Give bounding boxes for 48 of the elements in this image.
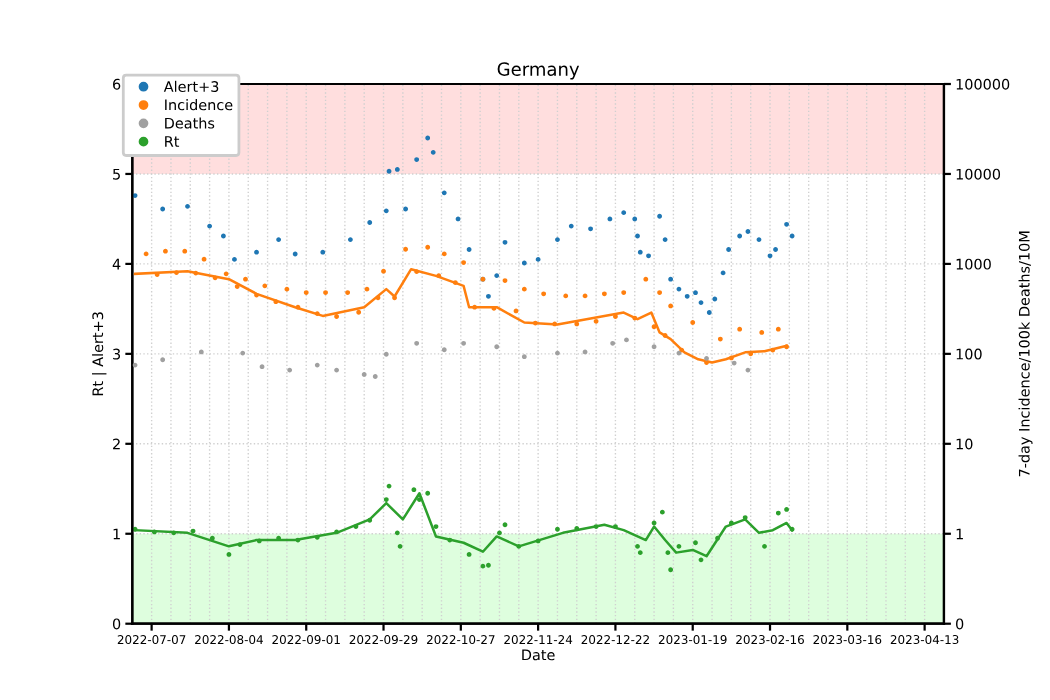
point <box>521 260 527 266</box>
point <box>430 149 436 155</box>
point <box>383 208 389 214</box>
point <box>441 347 447 353</box>
point <box>684 293 690 299</box>
point <box>775 510 781 516</box>
point <box>314 362 320 368</box>
point <box>411 487 417 493</box>
point <box>425 490 431 496</box>
point <box>659 509 665 515</box>
point <box>386 168 392 174</box>
point <box>320 249 326 255</box>
point <box>276 237 282 243</box>
point <box>287 367 293 373</box>
point <box>207 223 213 229</box>
point <box>347 237 353 243</box>
point <box>502 239 508 245</box>
point <box>397 543 403 549</box>
line-series <box>133 267 788 364</box>
point <box>637 249 643 255</box>
point <box>662 237 668 243</box>
point <box>521 354 527 360</box>
chart-title: Germany <box>497 62 580 80</box>
point <box>441 190 447 196</box>
point <box>665 550 671 556</box>
point <box>383 351 389 357</box>
point <box>502 522 508 528</box>
point <box>160 206 166 212</box>
point <box>632 216 638 222</box>
point <box>712 296 718 302</box>
point <box>668 276 674 282</box>
point <box>668 567 674 573</box>
point <box>621 210 627 216</box>
point <box>259 364 265 370</box>
point <box>425 135 431 141</box>
point <box>198 349 204 355</box>
point <box>610 340 616 346</box>
point <box>676 543 682 549</box>
point <box>767 253 773 259</box>
point <box>414 340 420 346</box>
point <box>494 344 500 350</box>
point <box>637 550 643 556</box>
point <box>394 530 400 536</box>
point <box>240 350 246 356</box>
point <box>568 223 574 229</box>
line-series <box>133 492 794 558</box>
point <box>651 344 657 350</box>
point <box>160 357 166 363</box>
